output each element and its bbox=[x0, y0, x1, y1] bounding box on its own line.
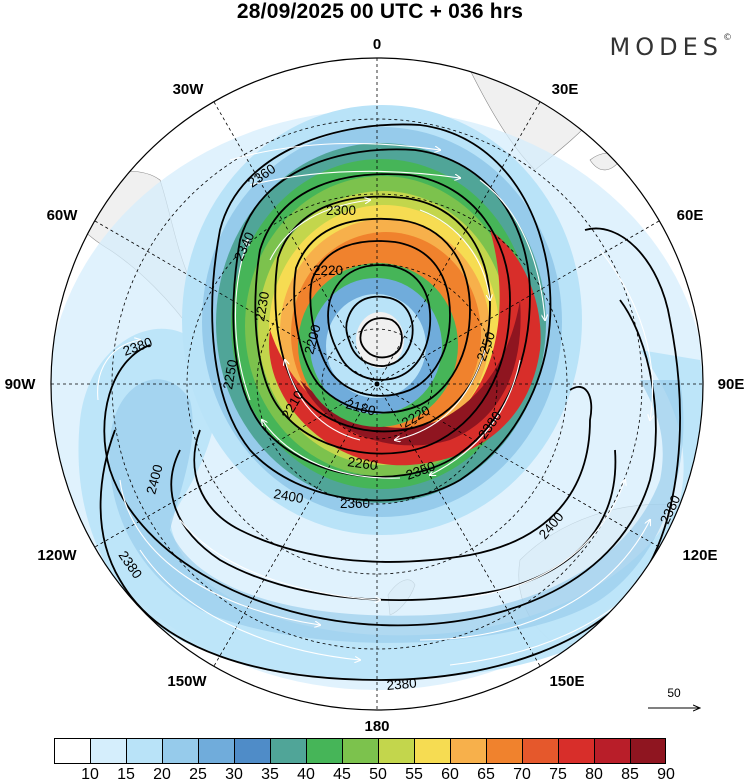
colorbar-swatch bbox=[306, 738, 342, 764]
contour-label: 2250 bbox=[220, 358, 240, 390]
colorbar-tick-label: 60 bbox=[441, 766, 459, 783]
colorbar-swatch bbox=[378, 738, 414, 764]
colorbar-swatch bbox=[630, 738, 666, 764]
lon-label-120w: 120W bbox=[37, 547, 77, 564]
colorbar-swatch bbox=[198, 738, 234, 764]
wind-band-20-outer bbox=[109, 379, 684, 643]
colorbar-swatch bbox=[90, 738, 126, 764]
contour-label: 2220 bbox=[313, 263, 343, 278]
lon-label-90e: 90E bbox=[718, 376, 745, 393]
contour-label: 2400 bbox=[272, 486, 304, 506]
wind-reference-vector: 50 bbox=[646, 686, 706, 714]
colorbar-tick-label: 65 bbox=[477, 766, 495, 783]
wind-band-15-outer bbox=[78, 328, 703, 680]
colorbar-swatch bbox=[486, 738, 522, 764]
colorbar-tick-label: 20 bbox=[153, 766, 171, 783]
colorbar-swatch bbox=[414, 738, 450, 764]
colorbar-swatch bbox=[270, 738, 306, 764]
lon-label-30e: 30E bbox=[552, 81, 579, 98]
contour-label: 2380 bbox=[386, 675, 417, 693]
colorbar-tick-label: 70 bbox=[513, 766, 531, 783]
polar-map: 0 30E 60E 90E 120E 150E 180 150W 120W 90… bbox=[5, 36, 745, 735]
colorbar-swatch bbox=[558, 738, 594, 764]
colorbar-tick-label: 75 bbox=[549, 766, 567, 783]
map-boundary bbox=[50, 57, 704, 711]
colorbar-tick-label: 55 bbox=[405, 766, 423, 783]
colorbar-swatch bbox=[522, 738, 558, 764]
reference-arrow-icon bbox=[648, 702, 706, 714]
contour-label: 2360 bbox=[340, 496, 370, 511]
lon-label-150e: 150E bbox=[549, 673, 584, 690]
colorbar-swatch bbox=[126, 738, 162, 764]
wind-streamlines bbox=[97, 142, 660, 666]
colorbar-tick-label: 40 bbox=[297, 766, 315, 783]
colorbar-tick-label: 45 bbox=[333, 766, 351, 783]
lon-label-90w: 90W bbox=[5, 376, 37, 393]
wind-reference-value: 50 bbox=[667, 686, 681, 700]
colorbar-tick-label: 10 bbox=[81, 766, 99, 783]
colorbar-swatch bbox=[594, 738, 630, 764]
lon-label-30w: 30W bbox=[173, 81, 205, 98]
lon-label-150w: 150W bbox=[167, 673, 207, 690]
lon-label-180: 180 bbox=[364, 718, 389, 735]
colorbar-swatch bbox=[450, 738, 486, 764]
height-contours bbox=[99, 123, 681, 681]
colorbar-swatch bbox=[54, 738, 90, 764]
colorbar-swatch bbox=[162, 738, 198, 764]
colorbar-tick-label: 25 bbox=[189, 766, 207, 783]
colorbar-tick-label: 15 bbox=[117, 766, 135, 783]
jet-inner-calm bbox=[356, 312, 404, 368]
lon-label-120e: 120E bbox=[682, 547, 717, 564]
colorbar-swatch bbox=[342, 738, 378, 764]
lon-label-0: 0 bbox=[373, 36, 381, 53]
lon-label-60e: 60E bbox=[677, 207, 704, 224]
colorbar-tick-label: 85 bbox=[621, 766, 639, 783]
colorbar-swatch bbox=[234, 738, 270, 764]
contour-label: 2260 bbox=[347, 454, 379, 473]
colorbar-tick-label: 90 bbox=[657, 766, 675, 783]
map-title: 28/09/2025 00 UTC + 036 hrs bbox=[236, 0, 524, 23]
madagascar-land bbox=[589, 152, 623, 171]
brand-logo: MODES© bbox=[609, 33, 732, 61]
contour-label: 2300 bbox=[326, 203, 356, 218]
jet-core-90 bbox=[300, 300, 521, 446]
south-pole-marker bbox=[374, 381, 380, 387]
colorbar-tick-label: 30 bbox=[225, 766, 243, 783]
lon-label-60w: 60W bbox=[47, 207, 79, 224]
contour-label: 2230 bbox=[252, 290, 272, 322]
colorbar-tick-label: 50 bbox=[369, 766, 387, 783]
colorbar-tick-label: 80 bbox=[585, 766, 603, 783]
colorbar-tick-label: 35 bbox=[261, 766, 279, 783]
